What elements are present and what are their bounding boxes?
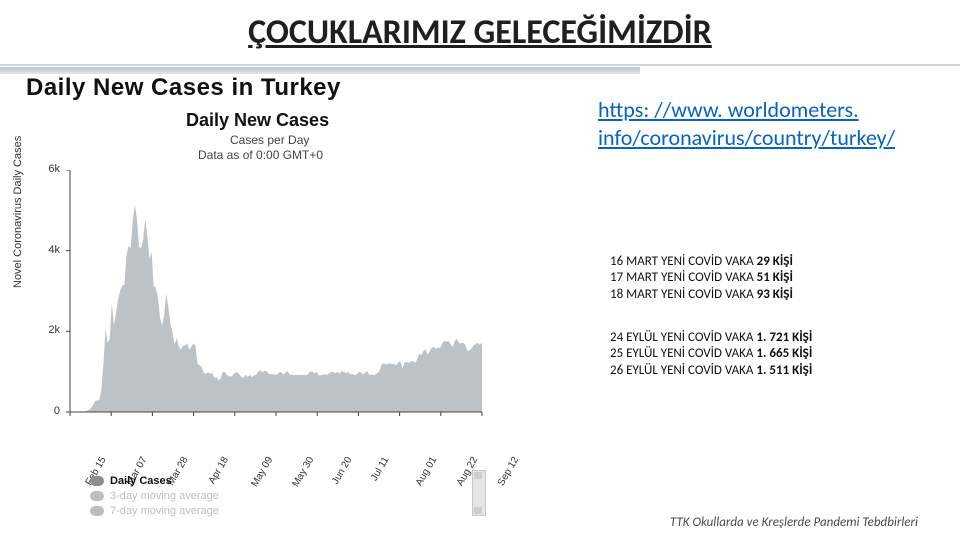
cases-chart-svg (64, 170, 484, 430)
y-tick-label: 2k (34, 324, 60, 336)
slide-title: ÇOCUKLARIMIZ GELECEĞİMİZDİR (248, 12, 712, 53)
legend-item: Daily Cases (90, 474, 219, 489)
case-note-line: 17 MART YENİ COVİD VAKA 51 KİŞİ (610, 270, 793, 286)
case-note-line: 26 EYLÜL YENİ COVİD VAKA 1. 511 KİŞİ (610, 363, 812, 379)
footer-text: TTK Okullarda ve Kreşlerde Pandemi Tebdb… (670, 515, 918, 530)
x-tick-label: Jun 20 (330, 455, 355, 487)
chart-subtitle-2: Data as of 0:00 GMT+0 (198, 148, 323, 162)
x-tick-label: May 09 (249, 455, 275, 489)
legend-label: Daily Cases (110, 474, 172, 489)
x-tick-label: May 30 (290, 455, 316, 489)
scrollbar-fragment (472, 470, 486, 516)
case-note-line: 24 EYLÜL YENİ COVİD VAKA 1. 721 KİŞİ (610, 330, 812, 346)
y-tick-label: 4k (34, 244, 60, 256)
september-cases-notes: 24 EYLÜL YENİ COVİD VAKA 1. 721 KİŞİ25 E… (610, 330, 812, 379)
case-note-line: 18 MART YENİ COVİD VAKA 93 KİŞİ (610, 287, 793, 303)
y-tick-label: 0 (34, 405, 60, 417)
march-cases-notes: 16 MART YENİ COVİD VAKA 29 KİŞİ17 MART Y… (610, 254, 793, 303)
legend-label: 3-day moving average (110, 489, 219, 504)
legend-item: 3-day moving average (90, 489, 219, 504)
case-note-line: 16 MART YENİ COVİD VAKA 29 KİŞİ (610, 254, 793, 270)
x-tick-label: Jul 11 (369, 455, 392, 483)
page-heading: Daily New Cases in Turkey (26, 74, 341, 102)
legend-item: 7-day moving average (90, 504, 219, 519)
x-tick-label: Aug 01 (413, 455, 438, 488)
case-note-line: 25 EYLÜL YENİ COVİD VAKA 1. 665 KİŞİ (610, 346, 812, 362)
y-tick-label: 6k (34, 163, 60, 175)
chart-area: 02k4k6kFeb 15Mar 07Mar 28Apr 18May 09May… (64, 170, 484, 430)
chart-title: Daily New Cases (186, 110, 329, 131)
legend-swatch (90, 476, 104, 486)
legend-label: 7-day moving average (110, 504, 219, 519)
x-tick-label: Sep 12 (496, 455, 521, 488)
title-shadow (0, 67, 640, 74)
legend-swatch (90, 506, 104, 516)
chart-legend: Daily Cases3-day moving average7-day mov… (90, 474, 219, 519)
legend-swatch (90, 491, 104, 501)
chart-y-axis-label: Novel Coronavirus Daily Cases (12, 136, 24, 288)
chart-subtitle-1: Cases per Day (230, 133, 309, 147)
title-rule (0, 64, 960, 66)
source-link[interactable]: https: //www. worldometers. info/coronav… (598, 96, 933, 151)
